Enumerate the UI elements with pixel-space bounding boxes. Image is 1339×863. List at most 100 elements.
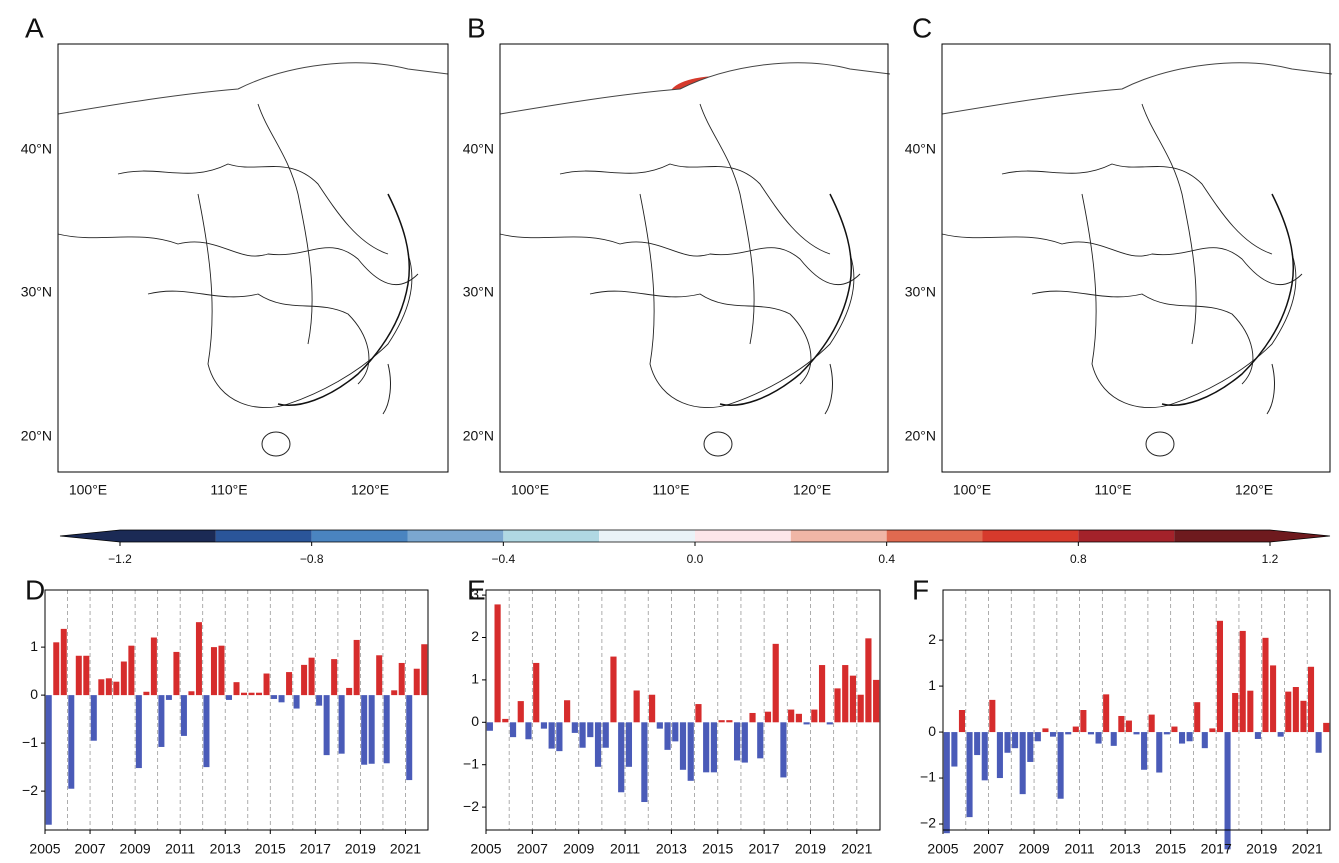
bar: [858, 695, 864, 723]
lon-label: 110°E: [652, 482, 689, 498]
bar: [1202, 732, 1208, 748]
colorbar-tick-label: 1.2: [1262, 552, 1279, 566]
x-tick-label: 2017: [749, 841, 780, 857]
lat-label: 20°N: [21, 428, 52, 444]
bar: [1149, 715, 1155, 732]
bar: [1088, 732, 1094, 734]
colorbar-segment: [120, 530, 216, 542]
bar: [143, 692, 149, 695]
bar: [376, 655, 382, 695]
bar: [780, 722, 786, 777]
bar: [734, 722, 740, 760]
lon-label: 110°E: [1094, 482, 1131, 498]
bar: [249, 693, 255, 695]
bar: [649, 695, 655, 723]
bar: [688, 722, 694, 781]
lon-label: 120°E: [793, 482, 831, 498]
bar: [796, 714, 802, 722]
bar: [1225, 732, 1231, 849]
bar: [1080, 710, 1086, 732]
bar: [1293, 687, 1299, 732]
bar: [1035, 732, 1041, 741]
bar: [850, 676, 856, 723]
bar: [1096, 732, 1102, 743]
bar: [749, 713, 755, 722]
lon-label: 110°E: [210, 482, 247, 498]
y-tick-label: 0: [471, 713, 479, 729]
colorbar-segment: [1078, 530, 1174, 542]
lon-label: 120°E: [1235, 482, 1273, 498]
bar: [719, 720, 725, 722]
bar: [982, 732, 988, 780]
x-tick-label: 2005: [927, 841, 958, 857]
bar: [264, 674, 270, 696]
colorbar-segment: [408, 530, 504, 542]
x-tick-label: 2011: [1065, 841, 1095, 857]
colorbar-segment: [1174, 530, 1270, 542]
bar: [211, 647, 217, 695]
bar: [1194, 702, 1200, 732]
bar: [91, 695, 97, 741]
bar: [1050, 732, 1056, 737]
colorbar-segment: [791, 530, 887, 542]
bar: [128, 646, 134, 695]
bar: [804, 722, 810, 724]
bar: [873, 680, 879, 722]
map-a: [58, 44, 448, 472]
bar: [1118, 716, 1124, 732]
bar: [773, 644, 779, 722]
x-tick-label: 2015: [255, 841, 286, 857]
bar: [173, 652, 179, 695]
bar: [974, 732, 980, 755]
colorbar-segment: [887, 530, 983, 542]
bar: [1156, 732, 1162, 772]
bar: [865, 638, 871, 722]
figure: A40°N30°N20°N100°E110°E120°EB40°N30°N20°…: [0, 0, 1339, 863]
x-tick-label: 2007: [74, 841, 105, 857]
bar: [626, 722, 632, 767]
x-tick-label: 2009: [120, 841, 151, 857]
y-tick-label: −2: [463, 798, 479, 814]
bar: [610, 657, 616, 723]
bar: [1171, 727, 1177, 733]
bar: [339, 695, 345, 754]
bar: [1012, 732, 1018, 748]
bar: [1042, 728, 1048, 732]
bar: [757, 722, 763, 758]
bar: [53, 642, 59, 695]
bar: [1141, 732, 1147, 770]
colorbar-extend-low: [60, 530, 120, 542]
panel-label: A: [25, 12, 44, 43]
bar: [603, 722, 609, 747]
x-tick-label: 2021: [1292, 841, 1323, 857]
bar: [324, 695, 330, 755]
bar: [136, 695, 142, 768]
x-tick-label: 2009: [563, 841, 594, 857]
x-tick-label: 2019: [1246, 841, 1277, 857]
y-tick-label: 2: [928, 631, 936, 647]
bar: [533, 663, 539, 722]
bar: [279, 695, 285, 702]
bar: [241, 693, 247, 695]
x-tick-label: 2021: [390, 841, 421, 857]
y-tick-label: 1: [928, 677, 936, 693]
bar: [188, 691, 194, 695]
bar: [641, 722, 647, 802]
panel-label: C: [912, 12, 932, 43]
bar: [121, 662, 127, 696]
bar: [572, 722, 578, 733]
bar: [369, 695, 375, 764]
bar: [944, 732, 950, 833]
bar: [61, 629, 67, 695]
colorbar-segment: [216, 530, 312, 542]
bar: [106, 678, 112, 695]
x-tick-label: 2015: [702, 841, 733, 857]
bar: [1270, 665, 1276, 732]
colorbar-extend-high: [1270, 530, 1330, 542]
lat-label: 20°N: [463, 428, 494, 444]
x-tick-label: 2019: [795, 841, 826, 857]
bar: [595, 722, 601, 767]
bar: [1247, 691, 1253, 732]
bar: [331, 659, 337, 695]
y-tick-label: −1: [463, 755, 479, 771]
